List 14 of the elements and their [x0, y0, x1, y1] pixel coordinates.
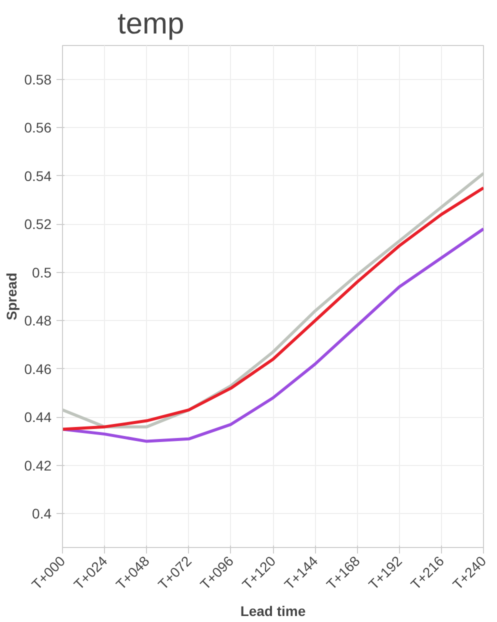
y-tick-label: 0.58 [24, 71, 52, 88]
y-tick-label: 0.52 [24, 216, 52, 232]
x-axis-title: Lead time [240, 603, 306, 620]
y-tick-label: 0.44 [24, 409, 52, 426]
y-tick-label: 0.5 [32, 264, 52, 280]
y-tick-label: 0.54 [24, 168, 52, 184]
y-tick-label: 0.56 [24, 120, 52, 136]
line-series [62, 227, 484, 443]
y-tick-label: 0.48 [24, 312, 52, 329]
y-tick-label: 0.46 [24, 360, 52, 377]
chart-title: temp [118, 8, 184, 40]
y-tick-label: 0.4 [32, 506, 52, 522]
y-tick-label: 0.42 [24, 457, 52, 474]
y-axis-title: Spread [3, 272, 20, 320]
